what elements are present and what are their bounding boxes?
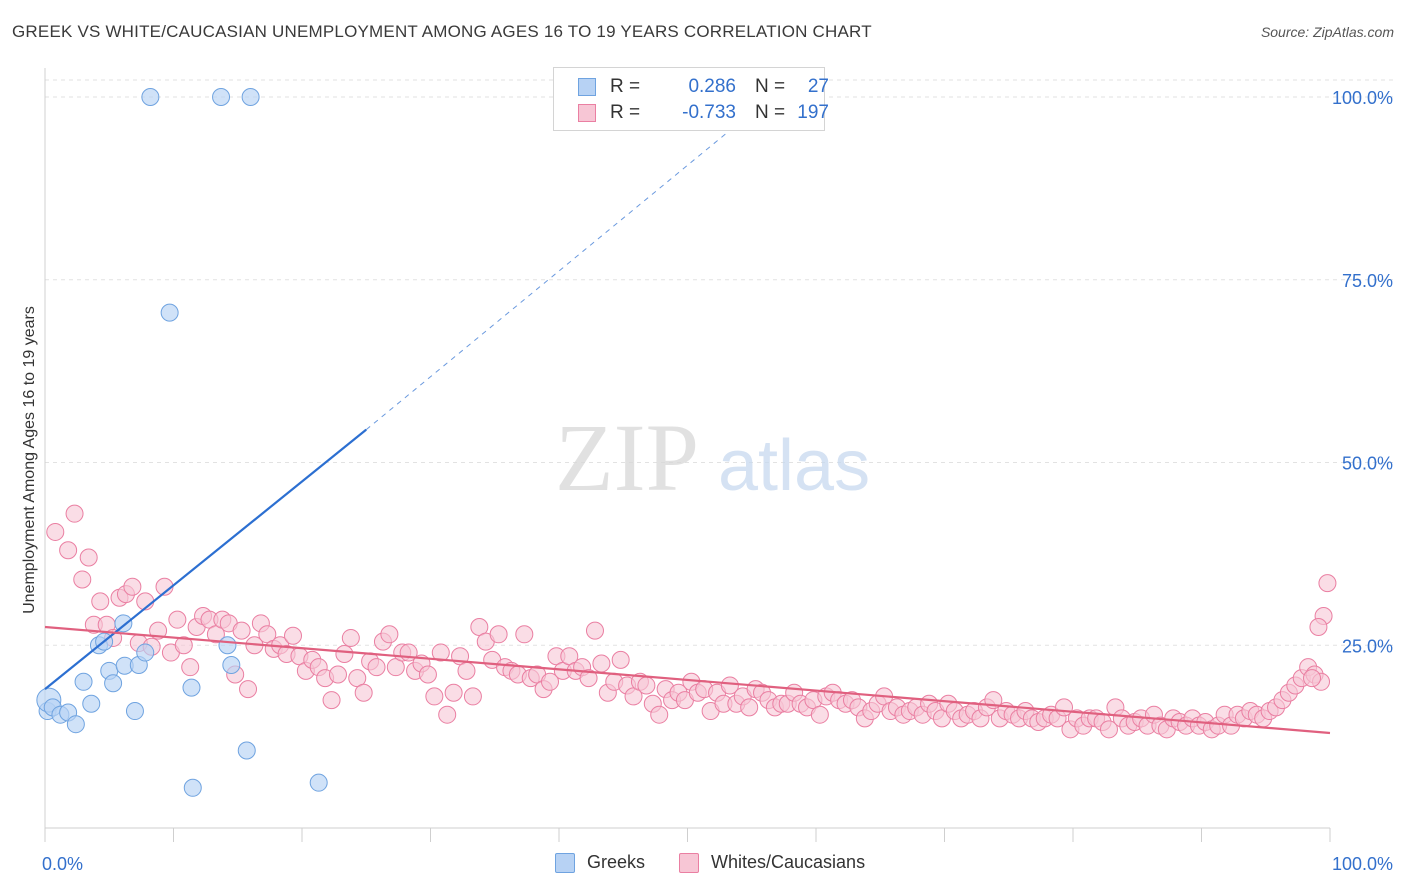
white-caucasian-point [284, 626, 303, 645]
white-caucasian-point [418, 665, 437, 684]
chart-title: GREEK VS WHITE/CAUCASIAN UNEMPLOYMENT AM… [12, 22, 872, 41]
white-caucasian-point [611, 650, 630, 669]
white-caucasian-point [322, 691, 341, 710]
white-caucasian-point [592, 654, 611, 673]
white-caucasian-point [1099, 720, 1118, 739]
white-caucasian-point [579, 669, 598, 688]
n-label: N = [755, 76, 786, 97]
greek-point [309, 773, 328, 792]
white-caucasian-point [168, 610, 187, 629]
y-tick-label: 50.0% [1342, 454, 1393, 474]
white-caucasian-point [463, 687, 482, 706]
white-caucasian-point [650, 705, 669, 724]
white-legend-label: Whites/Caucasians [711, 852, 866, 872]
white-caucasian-point [65, 504, 84, 523]
greek-point [218, 636, 237, 655]
white-caucasian-point [181, 658, 200, 677]
greek-point [136, 643, 155, 662]
white-caucasian-point [810, 705, 829, 724]
white-caucasian-point [341, 628, 360, 647]
greek-trend-extension [365, 133, 727, 430]
x-tick-label: 0.0% [42, 854, 83, 874]
white-caucasian-point [232, 621, 251, 640]
white-caucasian-point [637, 676, 656, 695]
greek-point [104, 674, 123, 693]
correlation-legend: R = 0.286 N = 27 R = -0.733 N = 197 [553, 67, 829, 131]
greek-point [141, 88, 160, 106]
white-caucasian-point [91, 592, 110, 611]
white-caucasian-point [1309, 617, 1328, 636]
greek-points [36, 88, 328, 797]
white-caucasian-point [123, 577, 142, 596]
greek-n-value: 27 [807, 76, 829, 97]
greek-point [183, 778, 202, 797]
white-caucasian-point [174, 636, 193, 655]
y-tick-label: 100.0% [1332, 88, 1393, 108]
greek-point [74, 672, 93, 691]
greek-point [82, 694, 101, 713]
watermark: ZIP atlas [555, 404, 870, 511]
white-caucasian-point [541, 672, 560, 691]
white-caucasian-point [515, 625, 534, 644]
white-caucasian-point [79, 548, 98, 567]
y-tick-labels: 25.0% 50.0% 75.0% 100.0% [1332, 88, 1393, 656]
white-caucasian-point [73, 570, 92, 589]
greek-point [241, 88, 260, 106]
greek-point [222, 655, 241, 674]
greek-point [237, 741, 256, 760]
white-caucasian-point [328, 665, 347, 684]
r-label: R = [610, 102, 641, 123]
white-caucasian-points [46, 504, 1337, 739]
white-caucasian-point [457, 661, 476, 680]
greek-point [182, 678, 201, 697]
greek-legend-swatch [555, 853, 575, 873]
greek-trend-line [44, 428, 367, 690]
r-label: R = [610, 76, 641, 97]
watermark-atlas: atlas [718, 426, 870, 506]
greek-point [160, 303, 179, 322]
white-caucasian-point [380, 625, 399, 644]
white-caucasian-point [239, 680, 258, 699]
y-axis-label: Unemployment Among Ages 16 to 19 years [21, 306, 38, 614]
greek-point [125, 702, 144, 721]
greek-swatch [578, 78, 596, 96]
white-caucasian-point [431, 643, 450, 662]
white-caucasian-point [1303, 669, 1322, 688]
watermark-zip: ZIP [555, 404, 699, 511]
greek-point [212, 88, 231, 106]
white-caucasian-point [46, 522, 65, 541]
source-label: Source: ZipAtlas.com [1260, 24, 1394, 40]
x-tick-label: 100.0% [1332, 854, 1393, 874]
greek-legend-label: Greeks [587, 852, 646, 872]
x-axis: 0.0% 100.0% [42, 827, 1393, 874]
white-r-value: -0.733 [682, 102, 736, 123]
white-legend-swatch [679, 853, 699, 873]
white-caucasian-point [1318, 574, 1337, 593]
white-caucasian-point [354, 683, 373, 702]
y-tick-label: 25.0% [1342, 636, 1393, 656]
white-trend-line [44, 625, 1331, 735]
white-caucasian-point [444, 683, 463, 702]
white-caucasian-point [585, 621, 604, 640]
white-caucasian-point [720, 676, 739, 695]
trend-lines [44, 133, 1331, 735]
white-n-value: 197 [797, 102, 829, 123]
greek-point [66, 715, 85, 734]
n-label: N = [755, 102, 786, 123]
white-caucasian-point [489, 625, 508, 644]
white-caucasian-point [438, 705, 457, 724]
white-caucasian-point [740, 698, 759, 717]
white-caucasian-point [335, 645, 354, 664]
white-caucasian-point [59, 541, 78, 560]
white-swatch [578, 104, 596, 122]
greek-point [114, 614, 133, 633]
y-tick-label: 75.0% [1342, 271, 1393, 291]
greek-r-value: 0.286 [688, 76, 736, 97]
white-caucasian-point [425, 687, 444, 706]
white-caucasian-point [367, 658, 386, 677]
